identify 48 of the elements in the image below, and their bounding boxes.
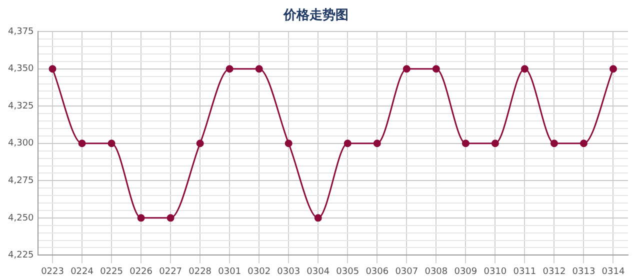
x-tick-label: 0224 xyxy=(70,266,94,277)
point xyxy=(196,140,204,148)
x-tick-label: 0226 xyxy=(130,266,153,277)
point xyxy=(373,140,381,148)
x-tick-label: 0314 xyxy=(602,266,625,277)
x-tick-label: 0311 xyxy=(513,266,536,277)
y-tick-label: 4,225 xyxy=(8,250,34,261)
point xyxy=(580,140,588,148)
y-tick-label: 4,350 xyxy=(8,64,34,74)
y-tick-label: 4,300 xyxy=(8,138,34,149)
y-tick-label: 4,250 xyxy=(8,213,34,224)
y-tick-label: 4,275 xyxy=(8,176,34,186)
point xyxy=(491,140,499,148)
point xyxy=(432,65,440,73)
x-tick-label: 0306 xyxy=(366,266,389,277)
point xyxy=(78,140,86,148)
x-tick-label: 0308 xyxy=(424,266,448,277)
point xyxy=(550,140,558,148)
point xyxy=(314,214,322,222)
point xyxy=(609,65,617,73)
point xyxy=(462,140,470,148)
x-tick-label: 0228 xyxy=(188,266,212,277)
x-tick-label: 0307 xyxy=(395,266,418,277)
x-tick-label: 0302 xyxy=(248,266,271,277)
point xyxy=(255,65,263,73)
x-tick-label: 0303 xyxy=(277,266,300,277)
point xyxy=(284,140,292,148)
point xyxy=(402,65,410,73)
point xyxy=(226,65,234,73)
point xyxy=(48,65,56,73)
point xyxy=(137,214,145,222)
x-tick-label: 0304 xyxy=(306,266,330,277)
point xyxy=(520,65,528,73)
x-tick-label: 0301 xyxy=(218,266,242,277)
x-tick-label: 0313 xyxy=(572,266,596,277)
point xyxy=(344,140,352,148)
x-tick-label: 0312 xyxy=(542,266,566,277)
x-tick-label: 0309 xyxy=(454,266,478,277)
x-tick-label: 0225 xyxy=(100,266,123,277)
x-tick-label: 0227 xyxy=(159,266,182,277)
x-tick-label: 0305 xyxy=(336,266,360,277)
chart-title: 价格走势图 xyxy=(282,7,348,24)
x-tick-label: 0310 xyxy=(484,266,507,277)
point xyxy=(108,140,116,148)
y-tick-label: 4,375 xyxy=(8,26,34,37)
x-tick-label: 0223 xyxy=(41,266,64,277)
point xyxy=(166,214,174,222)
y-tick-label: 4,325 xyxy=(8,101,34,112)
